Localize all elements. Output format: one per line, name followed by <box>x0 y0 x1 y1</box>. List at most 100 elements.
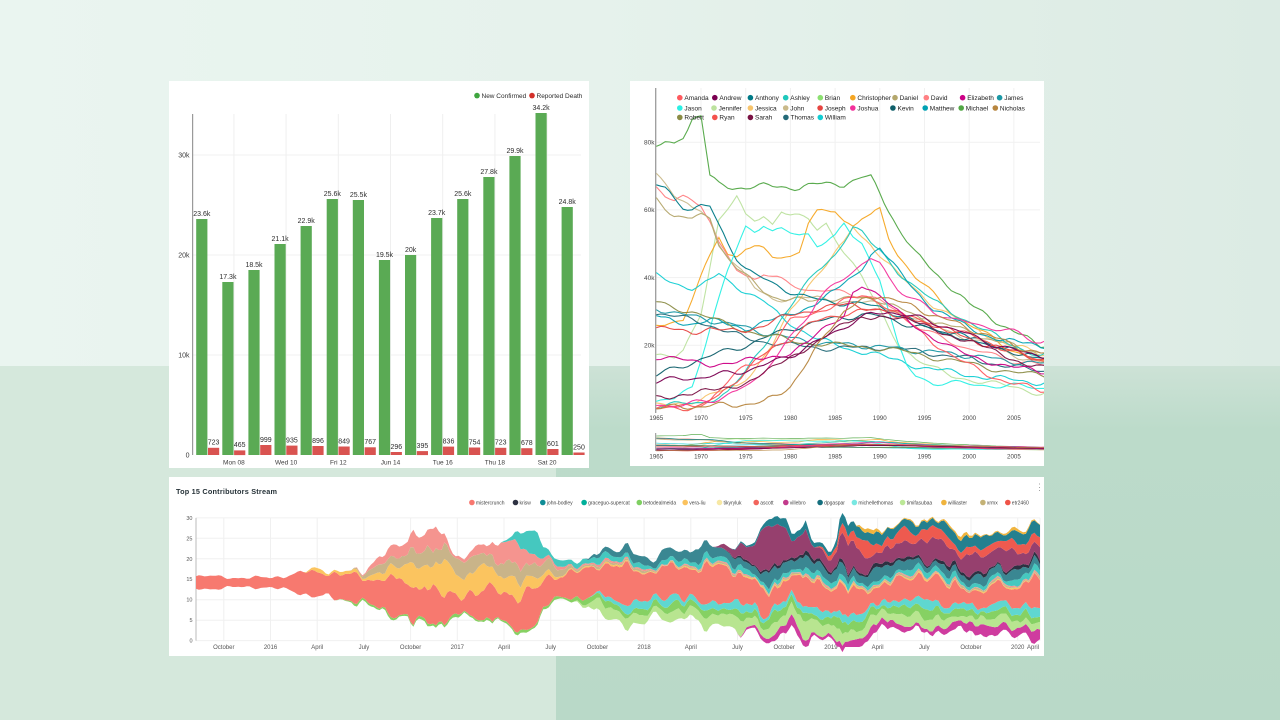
svg-text:17.3k: 17.3k <box>219 274 237 281</box>
svg-text:18.5k: 18.5k <box>245 262 263 269</box>
svg-text:James: James <box>1004 95 1024 102</box>
svg-text:October: October <box>587 645 608 651</box>
svg-text:678: 678 <box>521 440 533 447</box>
svg-text:25.6k: 25.6k <box>324 191 342 198</box>
svg-text:Matthew: Matthew <box>930 105 955 112</box>
svg-text:etr2460: etr2460 <box>1012 501 1029 507</box>
svg-text:754: 754 <box>469 439 481 446</box>
svg-text:john-bodley: john-bodley <box>546 501 573 507</box>
svg-text:601: 601 <box>547 441 559 448</box>
svg-text:villebro: villebro <box>790 501 806 507</box>
svg-text:27.8k: 27.8k <box>480 169 498 176</box>
svg-text:395: 395 <box>417 443 429 450</box>
svg-text:1985: 1985 <box>828 415 842 422</box>
svg-text:New Confirmed: New Confirmed <box>482 93 527 100</box>
svg-text:30k: 30k <box>178 153 190 160</box>
svg-text:23.6k: 23.6k <box>193 211 211 218</box>
svg-text:1980: 1980 <box>784 415 798 422</box>
svg-text:Jennifer: Jennifer <box>719 105 743 112</box>
svg-text:John: John <box>790 105 804 112</box>
svg-text:Joseph: Joseph <box>825 105 846 112</box>
svg-text:Joshua: Joshua <box>857 105 878 112</box>
svg-text:1980: 1980 <box>784 454 798 461</box>
svg-text:April: April <box>1027 645 1039 651</box>
svg-text:October: October <box>400 645 421 651</box>
svg-text:Brian: Brian <box>825 95 841 102</box>
svg-text:21.1k: 21.1k <box>272 236 290 243</box>
svg-text:October: October <box>960 645 981 651</box>
svg-text:Ashley: Ashley <box>790 95 810 102</box>
svg-text:michellethomas: michellethomas <box>858 501 893 507</box>
svg-text:Anthony: Anthony <box>755 95 780 102</box>
svg-text:Reported Death: Reported Death <box>537 93 583 100</box>
svg-text:1995: 1995 <box>918 454 932 461</box>
svg-text:2019: 2019 <box>824 645 838 651</box>
svg-text:Thu 18: Thu 18 <box>485 460 506 467</box>
svg-text:19.5k: 19.5k <box>376 252 394 259</box>
svg-text:2000: 2000 <box>962 454 976 461</box>
svg-text:25.5k: 25.5k <box>350 192 368 199</box>
svg-text:849: 849 <box>338 438 350 445</box>
svg-text:10: 10 <box>186 598 192 604</box>
svg-text:Jessica: Jessica <box>755 105 777 112</box>
svg-text:1965: 1965 <box>649 454 663 461</box>
svg-text:Amanda: Amanda <box>684 95 709 102</box>
svg-text:williaster: williaster <box>948 501 968 507</box>
svg-text:graceguo-supercat: graceguo-supercat <box>588 501 630 507</box>
svg-text:Nicholas: Nicholas <box>1000 105 1026 112</box>
svg-text:20k: 20k <box>405 247 417 254</box>
svg-text:23.7k: 23.7k <box>428 210 446 217</box>
svg-text:15: 15 <box>186 577 192 583</box>
svg-text:40k: 40k <box>644 275 655 282</box>
svg-text:1975: 1975 <box>739 415 753 422</box>
svg-text:25.6k: 25.6k <box>454 191 472 198</box>
svg-text:David: David <box>931 95 948 102</box>
svg-text:2005: 2005 <box>1007 454 1021 461</box>
svg-text:1970: 1970 <box>694 454 708 461</box>
svg-text:Jun 14: Jun 14 <box>381 460 401 467</box>
svg-text:767: 767 <box>364 439 376 446</box>
svg-text:timifasubaa: timifasubaa <box>907 501 933 507</box>
svg-text:Ryan: Ryan <box>719 115 735 122</box>
svg-text:1995: 1995 <box>918 415 932 422</box>
svg-text:Fri 12: Fri 12 <box>330 460 347 467</box>
svg-text:tikyryluk: tikyryluk <box>724 501 743 507</box>
svg-text:July: July <box>732 645 743 651</box>
svg-text:Wed 10: Wed 10 <box>275 460 298 467</box>
svg-text:1990: 1990 <box>873 415 887 422</box>
svg-text:935: 935 <box>286 437 298 444</box>
svg-text:0: 0 <box>189 639 192 645</box>
svg-text:April: April <box>872 645 884 651</box>
svg-text:July: July <box>359 645 370 651</box>
svg-text:1990: 1990 <box>873 454 887 461</box>
svg-text:April: April <box>311 645 323 651</box>
svg-text:723: 723 <box>208 440 220 447</box>
svg-text:October: October <box>774 645 795 651</box>
svg-text:2017: 2017 <box>451 645 465 651</box>
svg-text:60k: 60k <box>644 207 655 214</box>
svg-text:20k: 20k <box>178 253 190 260</box>
svg-text:2005: 2005 <box>1007 415 1021 422</box>
svg-text:296: 296 <box>390 444 402 451</box>
svg-text:0: 0 <box>186 453 190 460</box>
svg-text:Robert: Robert <box>684 115 704 122</box>
svg-text:Jason: Jason <box>684 105 702 112</box>
svg-text:Tue 16: Tue 16 <box>433 460 453 467</box>
svg-text:Kevin: Kevin <box>898 105 915 112</box>
svg-text:April: April <box>498 645 510 651</box>
svg-text:betodealmeida: betodealmeida <box>643 501 676 507</box>
svg-text:10k: 10k <box>178 353 190 360</box>
svg-text:29.9k: 29.9k <box>506 148 524 155</box>
svg-text:723: 723 <box>495 440 507 447</box>
svg-text:xrmx: xrmx <box>987 501 998 507</box>
svg-text:Elizabeth: Elizabeth <box>967 95 994 102</box>
svg-text:William: William <box>825 115 846 122</box>
svg-text:1970: 1970 <box>694 415 708 422</box>
svg-text:krisw: krisw <box>520 501 532 507</box>
svg-text:20: 20 <box>186 557 192 563</box>
svg-text:Daniel: Daniel <box>900 95 919 102</box>
svg-text:80k: 80k <box>644 140 655 147</box>
svg-text:October: October <box>213 645 234 651</box>
svg-text:34.2k: 34.2k <box>533 105 551 112</box>
svg-text:1975: 1975 <box>739 454 753 461</box>
